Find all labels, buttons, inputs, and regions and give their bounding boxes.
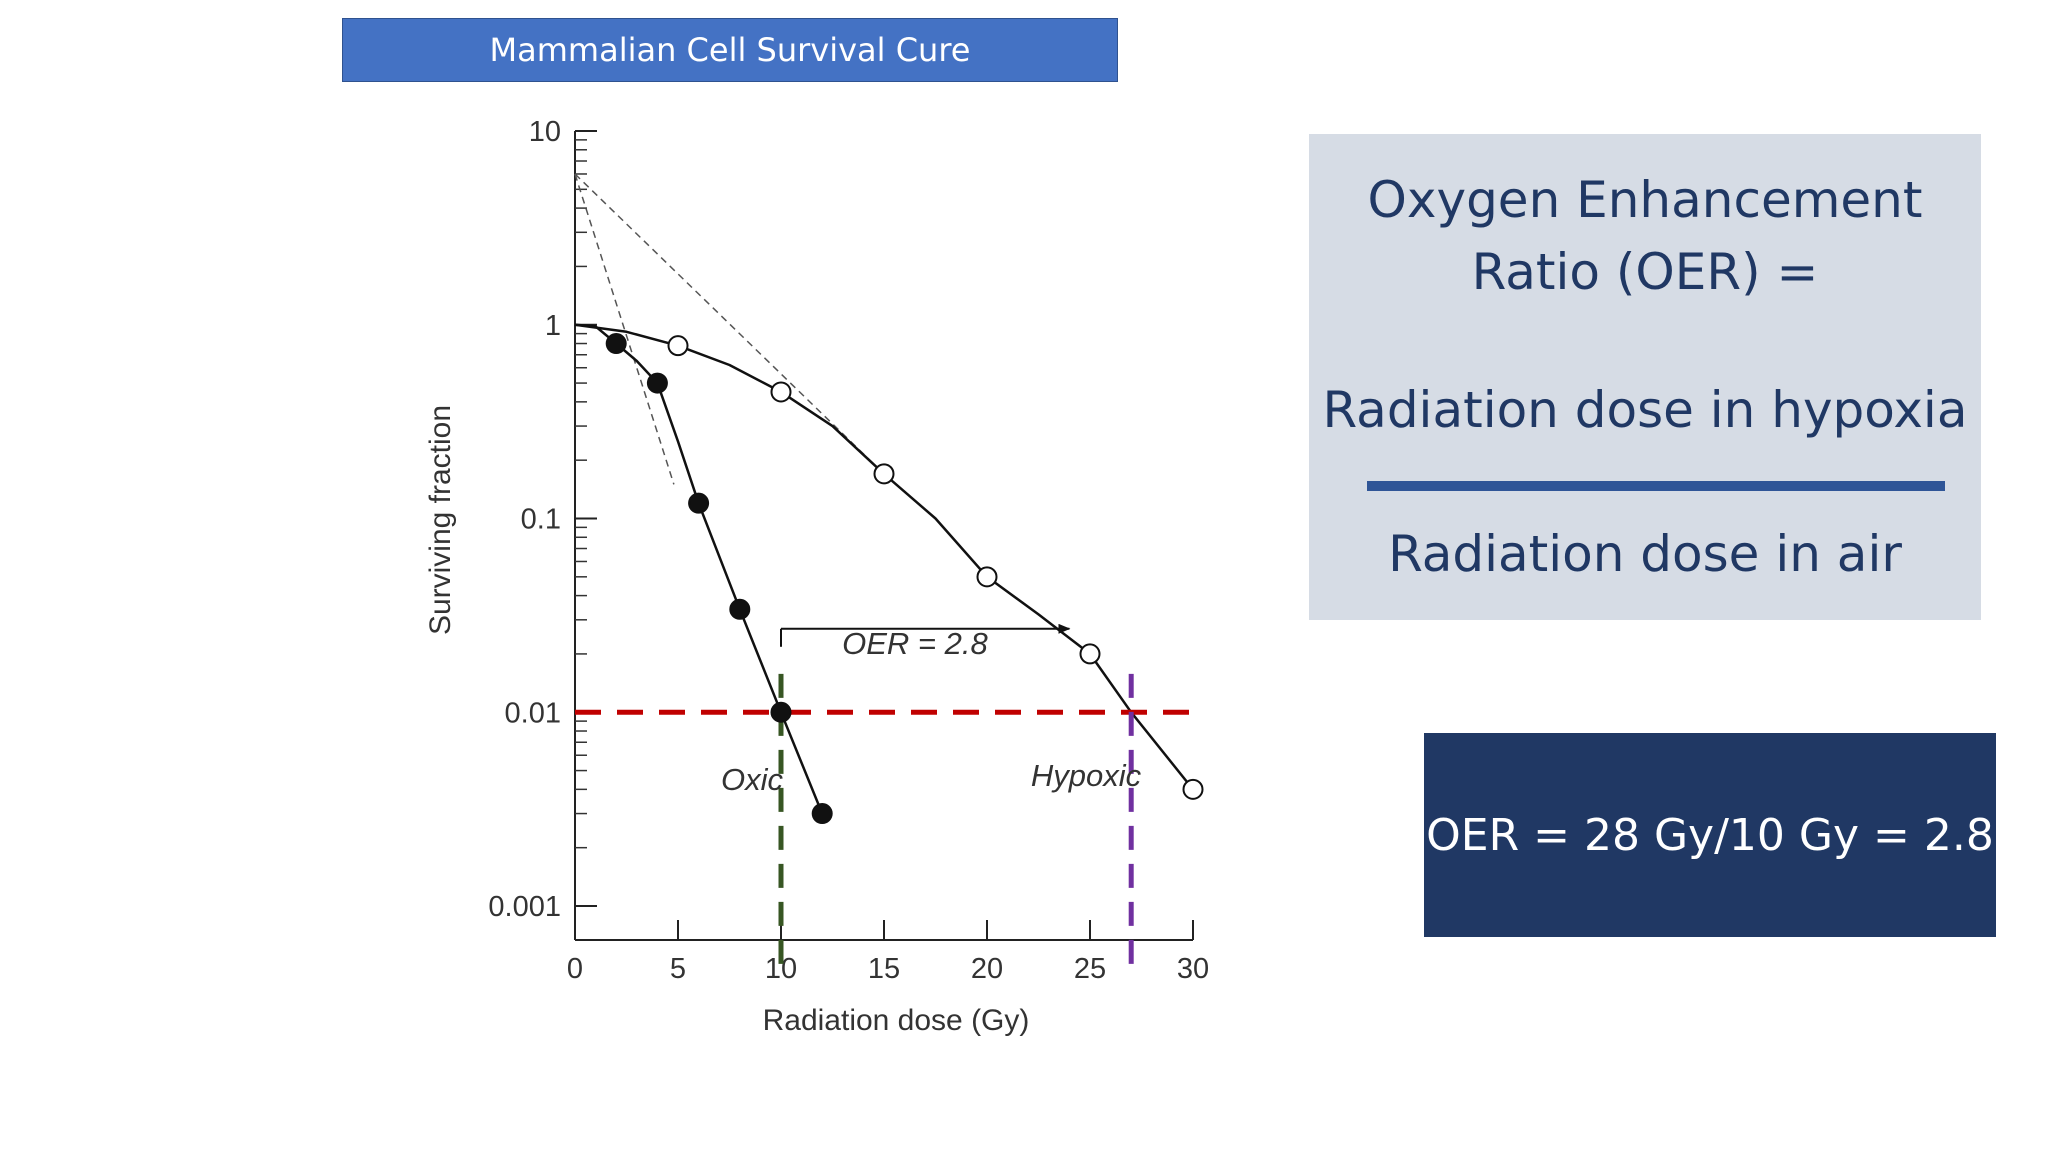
- data-point-oxic: [688, 492, 710, 514]
- oer-heading: Oxygen Enhancement Ratio (OER) =: [1367, 171, 1923, 301]
- x-tick-label: 0: [567, 953, 583, 985]
- x-axis-label: Radiation dose (Gy): [763, 1004, 1030, 1037]
- data-point-hypoxic: [770, 381, 792, 403]
- annotation-label: Oxic: [721, 762, 784, 797]
- oer-definition-box: Oxygen Enhancement Ratio (OER) = Radiati…: [1309, 134, 1981, 620]
- slide-title: Mammalian Cell Survival Cure: [342, 18, 1118, 82]
- data-point-oxic: [605, 333, 627, 355]
- x-tick-label: 5: [670, 953, 686, 985]
- oer-result-box: OER = 28 Gy/10 Gy = 2.8: [1424, 733, 1996, 937]
- y-tick-label: 0.1: [521, 504, 561, 536]
- curve-oxic: [574, 323, 824, 815]
- y-tick-label: 1: [545, 310, 561, 342]
- x-tick-label: 20: [971, 953, 1003, 985]
- oer-denominator: Radiation dose in air: [1388, 525, 1902, 583]
- curve-hypoxic: [574, 323, 1194, 791]
- data-point-oxic: [811, 803, 833, 825]
- data-point-oxic: [770, 701, 792, 723]
- data-point-hypoxic: [1079, 643, 1101, 665]
- y-axis-label: Surviving fraction: [424, 405, 457, 635]
- annotation-label: OER = 2.8: [842, 626, 988, 661]
- x-tick-label: 30: [1177, 953, 1209, 985]
- data-point-oxic: [646, 372, 668, 394]
- y-tick-label: 10: [529, 116, 561, 148]
- extrapolation-line: [574, 173, 885, 475]
- annotation-label: Hypoxic: [1031, 758, 1142, 793]
- x-tick-label: 25: [1074, 953, 1106, 985]
- data-point-oxic: [729, 598, 751, 620]
- x-tick-label: 15: [868, 953, 900, 985]
- extrapolation-line: [574, 173, 675, 485]
- data-point-hypoxic: [667, 335, 689, 357]
- fraction-bar: [1367, 481, 1945, 491]
- data-point-hypoxic: [976, 566, 998, 588]
- y-tick-label: 0.001: [488, 891, 561, 923]
- oer-numerator: Radiation dose in hypoxia: [1322, 381, 1968, 439]
- data-point-hypoxic: [1182, 778, 1204, 800]
- data-point-hypoxic: [873, 463, 895, 485]
- y-tick-label: 0.01: [505, 697, 561, 729]
